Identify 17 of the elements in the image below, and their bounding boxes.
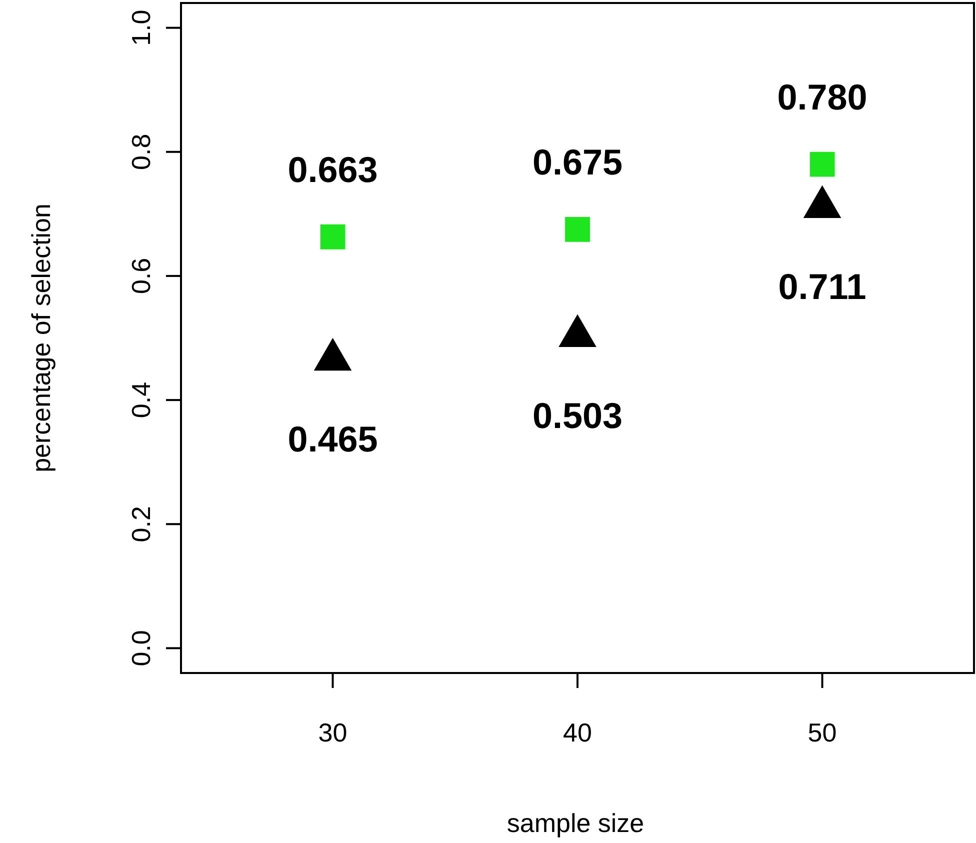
data-label: 0.711 xyxy=(778,266,866,308)
data-label: 0.503 xyxy=(532,395,623,436)
y-axis-title: percentage of selection xyxy=(26,204,56,472)
y-tick-label: 0.0 xyxy=(126,630,156,666)
y-tick-label: 0.4 xyxy=(126,382,156,418)
x-axis-title: sample size xyxy=(506,808,644,838)
y-tick-label: 1.0 xyxy=(126,10,156,46)
data-label: 0.675 xyxy=(532,141,623,182)
data-label: 0.465 xyxy=(288,418,378,460)
y-tick-label: 0.2 xyxy=(126,506,156,542)
x-tick-label: 50 xyxy=(808,717,837,748)
x-tick-label: 30 xyxy=(318,717,348,748)
data-label: 0.780 xyxy=(777,76,868,118)
y-tick-label: 0.8 xyxy=(126,134,156,170)
x-tick-label: 40 xyxy=(563,717,592,748)
y-tick-label: 0.6 xyxy=(126,258,156,294)
data-label: 0.663 xyxy=(288,148,378,190)
